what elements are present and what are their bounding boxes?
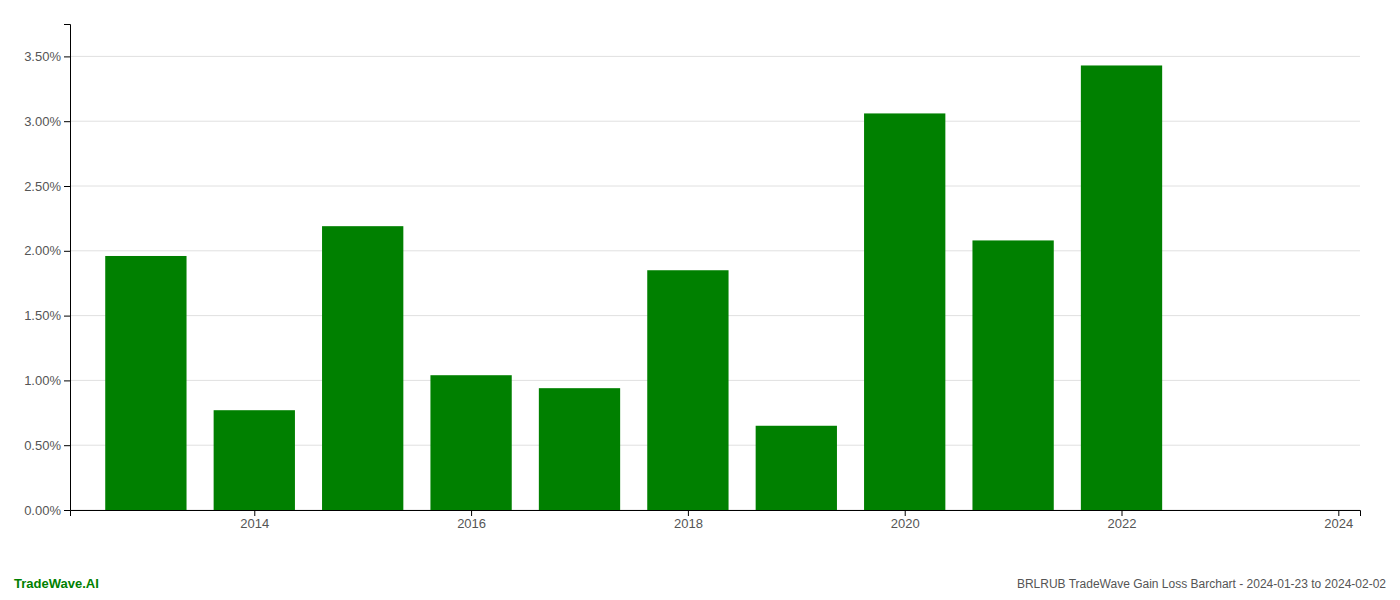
y-tick-label: 0.50% [24,438,61,453]
y-axis: 0.00% 0.50% 1.00% 1.50% 2.00% 2.50% 3.00% 3.50% [24,25,70,518]
y-tick-mark [64,445,70,446]
x-tick-label: 2014 [240,516,269,531]
bar [864,113,945,510]
y-tick-label: 0.00% [24,503,61,518]
x-tick-mark [1122,510,1123,516]
bar [972,240,1053,510]
bar [539,388,620,510]
x-tick-label: 2024 [1324,516,1353,531]
y-tick-label: 1.00% [24,373,61,388]
bar [1189,510,1270,511]
x-tick: 2014 [240,510,269,531]
y-tick-mark [64,186,70,187]
bar [322,226,403,510]
x-axis: 2014 2016 2018 2020 2022 2024 [71,510,1361,531]
y-axis-line [64,25,71,511]
x-tick: 2022 [1108,510,1137,531]
x-axis-line [71,511,1361,517]
y-tick-label: 1.50% [24,308,61,323]
bar [105,256,186,510]
y-tick: 0.50% [24,438,70,453]
plot-area: 2014 2016 2018 2020 2022 2024 0.00% 0.50% 1.00% 1… [24,25,1360,532]
y-tick: 2.00% [24,243,70,258]
y-tick-mark [64,121,70,122]
bar [756,426,837,510]
y-tick-label: 3.50% [24,49,61,64]
y-tick: 3.00% [24,114,70,129]
y-tick: 2.50% [24,179,70,194]
x-tick: 2024 [1324,510,1353,531]
y-tick-mark [64,56,70,57]
bar [214,410,295,510]
x-tick: 2020 [891,510,920,531]
y-tick-mark [64,380,70,381]
x-tick-mark [471,510,472,516]
grid-line [70,56,1360,57]
x-tick-label: 2016 [457,516,486,531]
grid-line [70,250,1360,251]
watermark: TradeWave.AI [14,576,99,591]
y-tick-mark [64,251,70,252]
x-tick: 2016 [457,510,486,531]
y-tick-label: 2.50% [24,179,61,194]
y-tick: 3.50% [24,49,70,64]
y-tick-label: 3.00% [24,114,61,129]
x-tick-label: 2020 [891,516,920,531]
y-tick-mark [64,510,70,511]
x-tick: 2018 [674,510,703,531]
x-tick-label: 2022 [1108,516,1137,531]
bar [1081,65,1162,510]
grid [70,56,1360,510]
y-tick: 1.50% [24,308,70,323]
y-tick: 1.00% [24,373,70,388]
x-tick-mark [254,510,255,516]
x-tick-mark [688,510,689,516]
title: BRLRUB TradeWave Gain Loss Barchart - 20… [1017,577,1386,591]
grid-line [70,121,1360,122]
x-tick-label: 2018 [674,516,703,531]
chart: 2014 2016 2018 2020 2022 2024 0.00% 0.50% 1.00% 1… [0,0,1400,600]
y-tick-label: 2.00% [24,243,61,258]
y-tick: 0.00% [24,503,70,518]
bars [105,65,1162,510]
bar [647,270,728,510]
x-tick-mark [905,510,906,516]
x-tick-mark [1338,510,1339,516]
bar [430,375,511,510]
y-tick-mark [64,316,70,317]
grid-line [70,186,1360,187]
